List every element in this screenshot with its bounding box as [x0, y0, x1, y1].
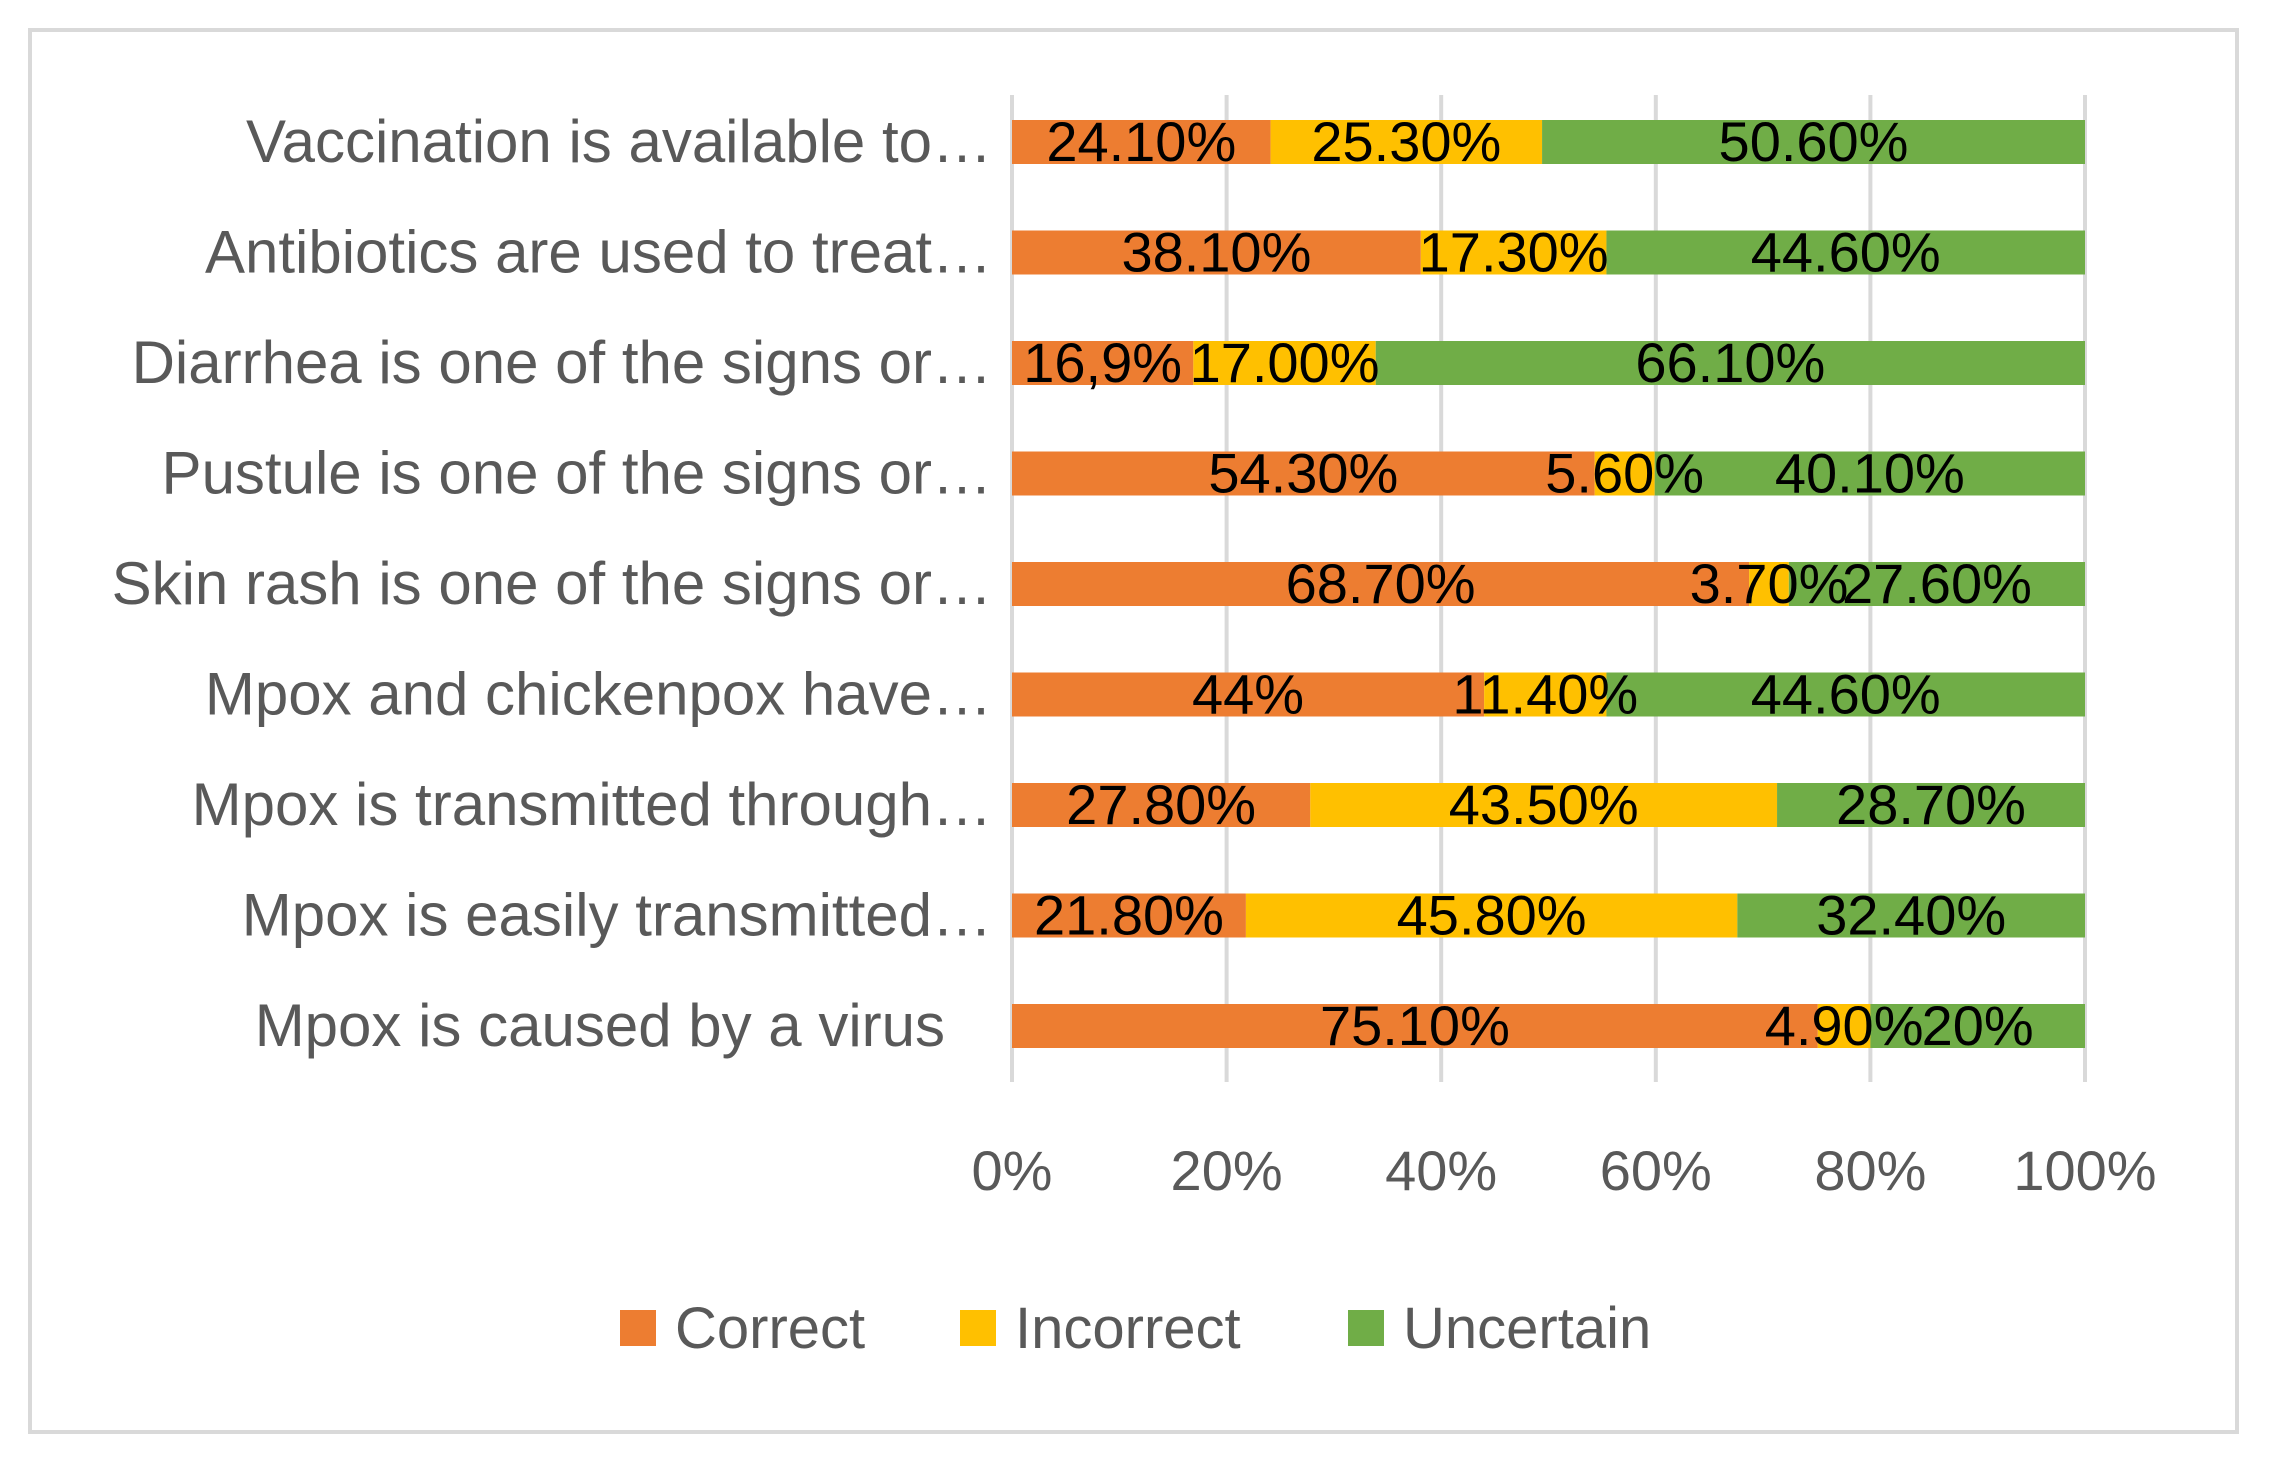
category-label: Pustule is one of the signs or…: [162, 440, 992, 507]
data-label: 66.10%: [1635, 331, 1825, 394]
category-label: Mpox is transmitted through…: [192, 771, 992, 838]
bar-segment-uncertain: [1375, 341, 2085, 385]
x-tick-label: 20%: [1171, 1139, 1283, 1202]
bar-segment-incorrect: [1420, 230, 1607, 275]
x-tick-label: 0%: [972, 1139, 1053, 1202]
legend-label-uncertain: Uncertain: [1403, 1296, 1651, 1361]
bar-segment-uncertain: [1870, 1004, 2085, 1048]
bar-segment-incorrect: [1310, 783, 1778, 827]
bars: [1012, 120, 2085, 1048]
category-label: Mpox is easily transmitted…: [242, 882, 992, 949]
bar-segment-uncertain: [1777, 783, 2085, 827]
data-label: 28.70%: [1836, 773, 2026, 836]
data-label: 27.80%: [1066, 773, 1256, 836]
bar-segment-correct: [1012, 893, 1246, 938]
bar-segment-incorrect: [1594, 451, 1655, 496]
bar-segment-uncertain: [1654, 451, 2085, 496]
bar-segment-incorrect: [1270, 120, 1543, 164]
bar-segment-correct: [1012, 1004, 1818, 1048]
data-label: 40.10%: [1775, 442, 1965, 505]
data-label: 44%: [1192, 663, 1304, 726]
bar-segment-correct: [1012, 341, 1194, 385]
category-label: Mpox and chickenpox have…: [205, 661, 992, 728]
data-label: 32.40%: [1816, 884, 2006, 947]
bar-segment-incorrect: [1484, 672, 1607, 717]
category-labels: Vaccination is available to… Antibiotics …: [112, 108, 992, 1059]
x-tick-label: 60%: [1600, 1139, 1712, 1202]
x-tick-label: 100%: [2013, 1139, 2156, 1202]
x-tick-label: 80%: [1814, 1139, 1926, 1202]
bar-segment-incorrect: [1817, 1004, 1871, 1048]
data-label: 4.90%: [1765, 994, 1924, 1057]
legend-label-correct: Correct: [675, 1296, 865, 1361]
bar-segment-correct: [1012, 562, 1750, 606]
data-label: 45.80%: [1397, 884, 1587, 947]
x-axis-tick-labels: 0% 20% 40% 60% 80% 100%: [972, 1139, 2157, 1202]
category-label: Antibiotics are used to treat…: [205, 219, 992, 286]
data-label: 68.70%: [1286, 552, 1476, 615]
bar-segment-uncertain: [1606, 672, 2085, 717]
bar-segment-uncertain: [1788, 562, 2085, 606]
data-label: 44.60%: [1751, 221, 1941, 284]
data-label: 44.60%: [1751, 663, 1941, 726]
legend-swatch-uncertain: [1348, 1310, 1384, 1346]
bar-segment-correct: [1012, 672, 1485, 717]
data-label: 21.80%: [1034, 884, 1224, 947]
data-label: 16,9%: [1023, 331, 1182, 394]
data-label: 24.10%: [1046, 110, 1236, 173]
bar-segment-incorrect: [1245, 893, 1738, 938]
bar-segment-correct: [1012, 451, 1595, 496]
data-labels: 24.10% 25.30% 50.60% 38.10% 17.30% 44.60% 16,9…: [1023, 110, 2033, 1057]
x-tick-label: 40%: [1385, 1139, 1497, 1202]
bar-segment-correct: [1012, 120, 1271, 164]
bar-segment-uncertain: [1606, 230, 2085, 275]
legend-label-incorrect: Incorrect: [1015, 1296, 1241, 1361]
legend: Correct Incorrect Uncertain: [620, 1296, 1651, 1361]
data-label: 20%: [1922, 994, 2034, 1057]
data-label: 11.40%: [1452, 663, 1638, 726]
data-label: 5.60%: [1545, 442, 1704, 505]
data-label: 25.30%: [1311, 110, 1501, 173]
bar-segment-incorrect: [1193, 341, 1376, 385]
data-label: 54.30%: [1208, 442, 1398, 505]
bar-segment-uncertain: [1737, 893, 2085, 938]
bar-segment-incorrect: [1749, 562, 1789, 606]
category-label: Mpox is caused by a virus: [255, 992, 945, 1059]
category-label: Vaccination is available to…: [246, 108, 992, 175]
category-label: Skin rash is one of the signs or…: [112, 550, 992, 617]
data-label: 27.60%: [1842, 552, 2032, 615]
data-label: 50.60%: [1719, 110, 1909, 173]
bar-segment-uncertain: [1542, 120, 2085, 164]
category-label: Diarrhea is one of the signs or…: [132, 329, 992, 396]
data-label: 17.00%: [1190, 331, 1380, 394]
data-label: 3.70%: [1690, 552, 1849, 615]
bar-segment-correct: [1012, 783, 1311, 827]
data-label: 43.50%: [1449, 773, 1639, 836]
data-label: 75.10%: [1320, 994, 1510, 1057]
data-label: 38.10%: [1121, 221, 1311, 284]
data-label: 17.30%: [1419, 221, 1609, 284]
legend-swatch-correct: [620, 1310, 656, 1346]
legend-swatch-incorrect: [960, 1310, 996, 1346]
bar-segment-correct: [1012, 230, 1421, 275]
